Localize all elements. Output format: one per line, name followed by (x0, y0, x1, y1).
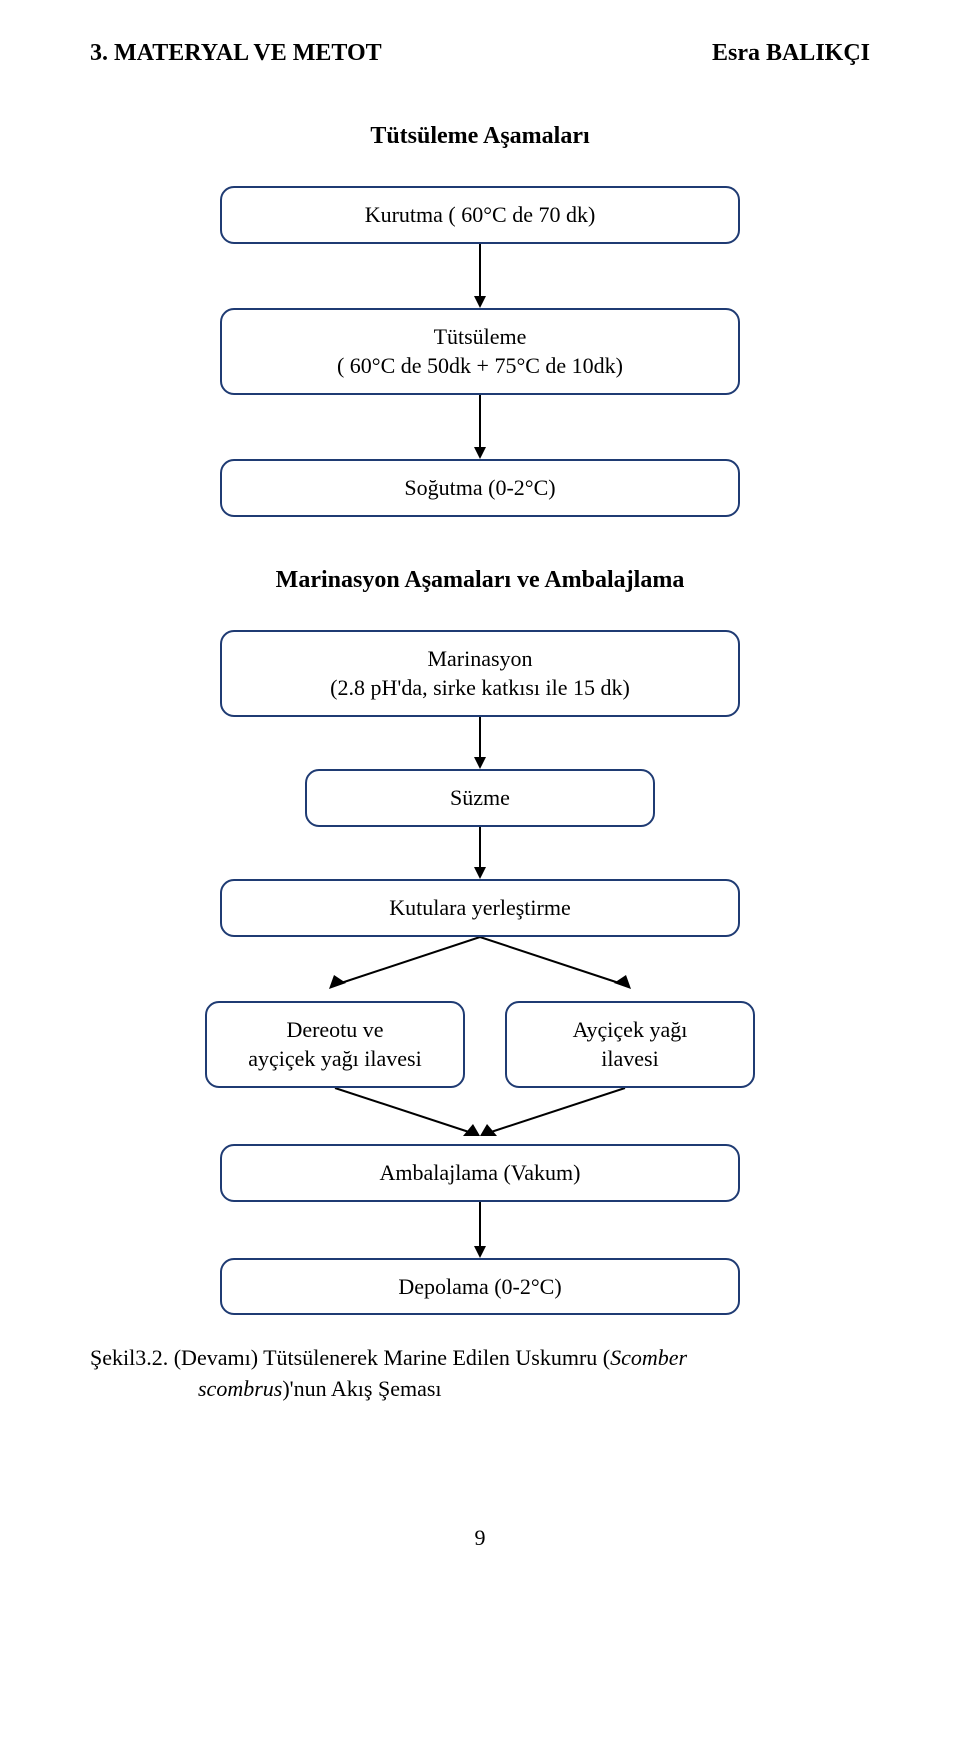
header-left: 3. MATERYAL VE METOT (90, 40, 382, 67)
pair-row: Dereotu veayçiçek yağı ilavesi Ayçiçek y… (205, 1001, 755, 1088)
box-tutsuleme: Tütsüleme( 60°C de 50dk + 75°C de 10dk) (220, 308, 740, 395)
box-ambalaj: Ambalajlama (Vakum) (220, 1144, 740, 1202)
box-suzme: Süzme (305, 769, 655, 827)
box-depolama: Depolama (0-2°C) (220, 1258, 740, 1316)
section2-title: Marinasyon Aşamaları ve Ambalajlama (276, 567, 685, 594)
header-right: Esra BALIKÇI (712, 40, 870, 67)
box-kurutma: Kurutma ( 60°C de 70 dk) (220, 186, 740, 244)
arrow-icon (470, 717, 490, 769)
arrow-icon (470, 244, 490, 308)
flowchart: Kurutma ( 60°C de 70 dk) Tütsüleme( 60°C… (90, 186, 870, 1315)
arrow-icon (470, 395, 490, 459)
figure-caption: Şekil3.2. (Devamı) Tütsülenerek Marine E… (90, 1343, 870, 1405)
page-header: 3. MATERYAL VE METOT Esra BALIKÇI (90, 40, 870, 67)
box-aycicek: Ayçiçek yağıilavesi (505, 1001, 755, 1088)
caption-line1: Şekil3.2. (Devamı) Tütsülenerek Marine E… (90, 1343, 870, 1374)
box-kutulara: Kutulara yerleştirme (220, 879, 740, 937)
box-dereotu: Dereotu veayçiçek yağı ilavesi (205, 1001, 465, 1088)
split-arrows-icon (200, 937, 760, 997)
section1-title: Tütsüleme Aşamaları (90, 123, 870, 150)
caption-line2: scombrus)'nun Akış Şeması (90, 1374, 870, 1405)
arrow-icon (470, 1202, 490, 1258)
box-sogutma: Soğutma (0-2°C) (220, 459, 740, 517)
box-marinasyon: Marinasyon(2.8 pH'da, sirke katkısı ile … (220, 630, 740, 717)
merge-arrows-icon (200, 1088, 760, 1144)
page-number: 9 (90, 1525, 870, 1551)
arrow-icon (470, 827, 490, 879)
